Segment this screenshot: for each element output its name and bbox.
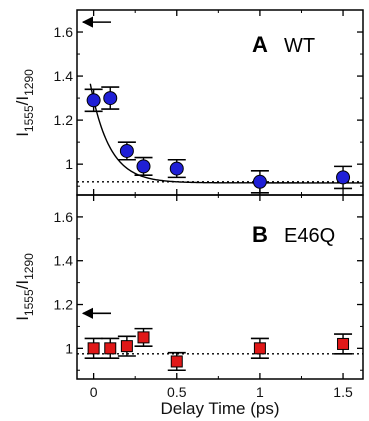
data-point [120, 340, 133, 353]
y-tick-label: 1.6 [54, 24, 74, 40]
data-point [87, 342, 100, 355]
plot-frame [76, 9, 364, 196]
fit-curve [89, 83, 363, 184]
panel-b: 1 1.2 1.4 1.6 0 0.5 1 1.5 B E46Q I1555/I1290 [13, 194, 364, 400]
data-point [253, 342, 266, 355]
x-tick-labels: 0 0.5 1 1.5 [90, 384, 353, 400]
y-tick-label: 1.4 [54, 68, 74, 84]
axis-ticks [77, 9, 363, 195]
y-tick-label: 1.6 [54, 209, 74, 225]
data-point [119, 143, 134, 158]
x-tick-label: 0 [90, 384, 98, 400]
plot-frame [76, 194, 364, 380]
data-point [336, 170, 351, 185]
y-tick-label: 1 [65, 156, 73, 172]
y-axis-label: I1555/I1290 [13, 253, 36, 321]
panel-letter: A [252, 32, 268, 57]
x-tick-label: 1.5 [333, 384, 353, 400]
y-tick-label: 1 [65, 340, 73, 356]
panel-title: E46Q [284, 225, 335, 247]
data-point [137, 331, 150, 344]
y-tick-labels: 1 1.2 1.4 1.6 [54, 209, 74, 356]
axis-ticks [77, 194, 363, 379]
x-axis-label: Delay Time (ps) [160, 399, 279, 418]
x-tick-label: 0.5 [167, 384, 187, 400]
data-point [169, 161, 184, 176]
data-point [104, 342, 117, 355]
y-tick-label: 1.2 [54, 297, 74, 313]
y-tick-labels: 1 1.2 1.4 1.6 [54, 24, 74, 172]
data-point [86, 93, 101, 108]
data-points [84, 86, 353, 194]
y-axis-label: I1555/I1290 [13, 69, 36, 137]
data-point [170, 355, 183, 368]
y-tick-label: 1.4 [54, 253, 74, 269]
panel-letter: B [252, 222, 268, 247]
y-tick-label: 1.2 [54, 112, 74, 128]
data-point [252, 174, 267, 189]
data-point [103, 91, 118, 106]
panel-title: WT [284, 35, 315, 57]
data-point [136, 159, 151, 174]
panel-a: 1 1.2 1.4 1.6 A WT I1555/I1290 [13, 9, 364, 196]
data-points [84, 327, 353, 372]
data-point [337, 337, 350, 350]
x-tick-label: 1 [256, 384, 264, 400]
